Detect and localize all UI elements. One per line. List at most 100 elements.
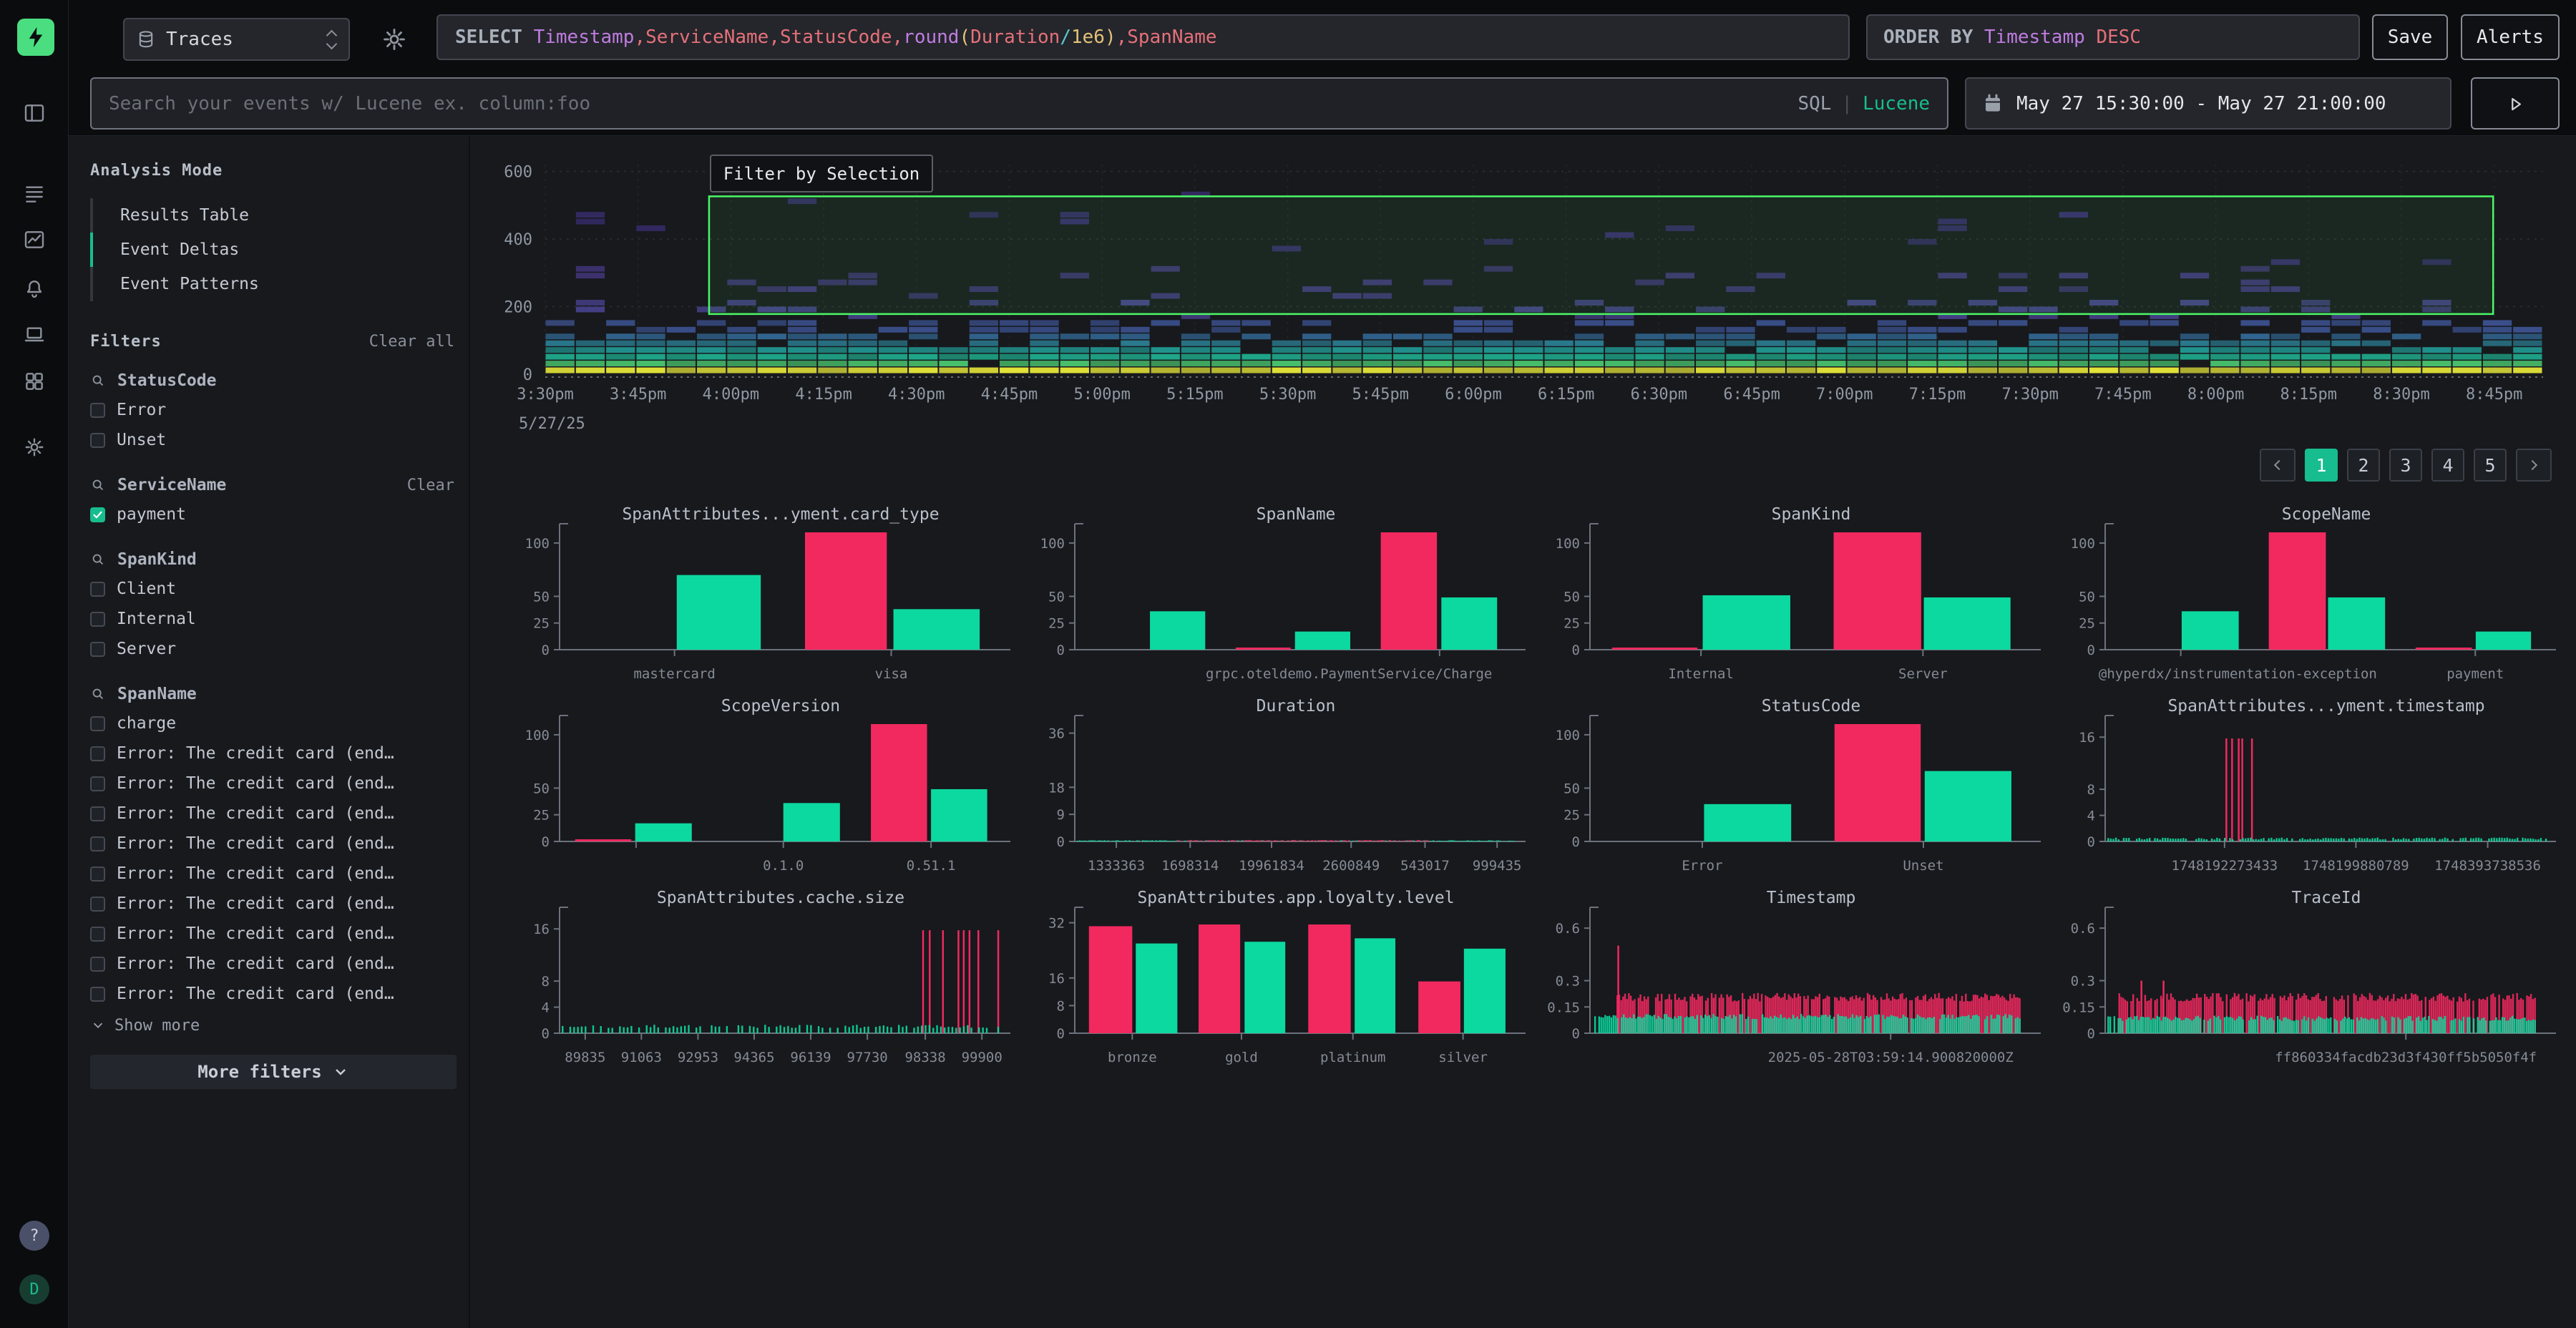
checkbox[interactable] [90, 866, 105, 882]
analysis-mode-item-event-deltas[interactable]: Event Deltas [90, 233, 454, 267]
checkbox[interactable] [90, 776, 105, 791]
filter-option-label: charge [117, 714, 177, 733]
checkbox[interactable] [90, 507, 105, 522]
svg-text:50: 50 [1048, 589, 1065, 605]
page-prev-button[interactable] [2260, 449, 2296, 482]
checkbox[interactable] [90, 402, 105, 418]
filter-group-name: StatusCode [117, 371, 217, 390]
mini-chart-spanattributes-yment-timestamp: SpanAttributes...yment.timestamp 0 4 8 16 174… [2079, 697, 2556, 874]
checkbox[interactable] [90, 926, 105, 942]
checkbox[interactable] [90, 641, 105, 657]
filter-option[interactable]: Error: The credit card (end… [90, 979, 454, 1009]
run-query-button[interactable] [2471, 77, 2560, 130]
svg-text:96139: 96139 [790, 1050, 831, 1065]
filter-option[interactable]: payment [90, 499, 454, 529]
filter-option[interactable]: Error: The credit card (end… [90, 889, 454, 919]
svg-text:25: 25 [2079, 616, 2095, 632]
search-input[interactable] [92, 79, 1798, 128]
svg-text:0: 0 [1572, 834, 1580, 850]
more-filters-button[interactable]: More filters [90, 1055, 457, 1089]
checkbox[interactable] [90, 581, 105, 597]
checkbox[interactable] [90, 806, 105, 821]
sidebar-icon-grid[interactable] [19, 366, 50, 397]
svg-text:94365: 94365 [733, 1050, 774, 1065]
filter-group-name: SpanName [117, 685, 197, 703]
checkbox[interactable] [90, 746, 105, 761]
alerts-button[interactable]: Alerts [2461, 14, 2560, 60]
svg-text:0.15: 0.15 [2062, 1000, 2095, 1015]
filter-option[interactable]: Error: The credit card (end… [90, 799, 454, 829]
play-icon [2512, 97, 2521, 110]
lightning-bolt-icon [29, 26, 43, 48]
filter-option[interactable]: charge [90, 708, 454, 738]
filter-option[interactable]: Unset [90, 425, 454, 455]
app-logo-icon[interactable] [17, 19, 54, 56]
checkbox[interactable] [90, 836, 105, 851]
page-button-3[interactable]: 3 [2389, 449, 2422, 482]
filter-group-header: SpanKind [90, 545, 454, 574]
language-toggle: SQL | Lucene [1797, 93, 1947, 114]
filter-option[interactable]: Error: The credit card (end… [90, 768, 454, 799]
database-icon [139, 31, 153, 48]
chevron-down-icon [93, 1022, 103, 1029]
filter-option[interactable]: Error: The credit card (end… [90, 919, 454, 949]
line-chart-icon [24, 231, 44, 248]
checkbox[interactable] [90, 896, 105, 912]
clear-all-link[interactable]: Clear all [369, 333, 454, 351]
language-lucene-option[interactable]: Lucene [1863, 92, 1930, 114]
checkbox[interactable] [90, 986, 105, 1002]
svg-text:6:30pm: 6:30pm [1631, 386, 1687, 404]
sidebar-icon-logs[interactable] [19, 178, 50, 210]
avatar[interactable]: D [19, 1274, 49, 1304]
sidebar-icon-bell[interactable] [19, 273, 50, 305]
filter-group-header: ServiceName Clear [90, 471, 454, 499]
page-next-button[interactable] [2516, 449, 2552, 482]
filter-option-label: Error: The credit card (end… [117, 864, 394, 883]
filter-option[interactable]: Error: The credit card (end… [90, 859, 454, 889]
heatmap-chart[interactable]: 0 200 400 600 3:30pm 3:45pm 4:00pm 4:15pm 4:30pm… [470, 136, 2576, 472]
filter-option[interactable]: Error: The credit card (end… [90, 829, 454, 859]
analysis-mode-item-results-table[interactable]: Results Table [90, 198, 454, 233]
source-select[interactable]: Traces [123, 18, 350, 61]
language-sql-option[interactable]: SQL [1797, 92, 1832, 114]
filter-option-label: Error: The credit card (end… [117, 744, 394, 763]
help-button[interactable]: ? [19, 1221, 49, 1251]
filter-option[interactable]: Internal [90, 604, 454, 634]
filter-group-clear-link[interactable]: Clear [406, 476, 454, 494]
filter-groups: StatusCode Error Unset ServiceName Clear paym… [90, 366, 454, 1009]
checkbox[interactable] [90, 716, 105, 731]
checkbox[interactable] [90, 432, 105, 448]
filter-option[interactable]: Client [90, 574, 454, 604]
date-range-picker[interactable]: May 27 15:30:00 - May 27 21:00:00 [1965, 77, 2451, 130]
page-button-4[interactable]: 4 [2431, 449, 2464, 482]
sidebar-icon-laptop[interactable] [19, 319, 50, 351]
sidebar-icon-gear[interactable] [19, 431, 50, 463]
filter-option[interactable]: Error [90, 395, 454, 425]
page-button-5[interactable]: 5 [2474, 449, 2507, 482]
save-button[interactable]: Save [2372, 14, 2448, 60]
analysis-mode-list: Results Table Event Deltas Event Patterns [90, 198, 454, 301]
checkbox[interactable] [90, 956, 105, 972]
order-by-editor[interactable]: ORDER BY Timestamp DESC [1866, 14, 2360, 60]
page-button-2[interactable]: 2 [2347, 449, 2380, 482]
svg-text:1333363: 1333363 [1088, 858, 1145, 874]
checkbox[interactable] [90, 611, 105, 627]
svg-text:3:45pm: 3:45pm [610, 386, 666, 404]
filter-by-selection-tooltip[interactable]: Filter by Selection [710, 155, 933, 192]
svg-text:ScopeName: ScopeName [2282, 505, 2371, 524]
show-more-toggle[interactable]: Show more [90, 1012, 454, 1039]
sql-select-editor[interactable]: SELECT Timestamp,ServiceName,StatusCode,… [436, 14, 1850, 60]
svg-text:0: 0 [523, 366, 532, 384]
svg-text:ScopeVersion: ScopeVersion [721, 697, 840, 716]
analysis-mode-item-event-patterns[interactable]: Event Patterns [90, 267, 454, 301]
sidebar-icon-panel-left[interactable] [19, 97, 50, 129]
filter-option[interactable]: Server [90, 634, 454, 664]
svg-text:SpanAttributes.app.loyalty.lev: SpanAttributes.app.loyalty.level [1137, 889, 1454, 907]
page-button-1[interactable]: 1 [2305, 449, 2338, 482]
filter-option[interactable]: Error: The credit card (end… [90, 949, 454, 979]
settings-gear-button[interactable] [381, 26, 409, 54]
filter-option[interactable]: Error: The credit card (end… [90, 738, 454, 768]
filter-option-label: Error: The credit card (end… [117, 804, 394, 823]
active-indicator [90, 233, 93, 267]
sidebar-icon-line-chart[interactable] [19, 224, 50, 255]
